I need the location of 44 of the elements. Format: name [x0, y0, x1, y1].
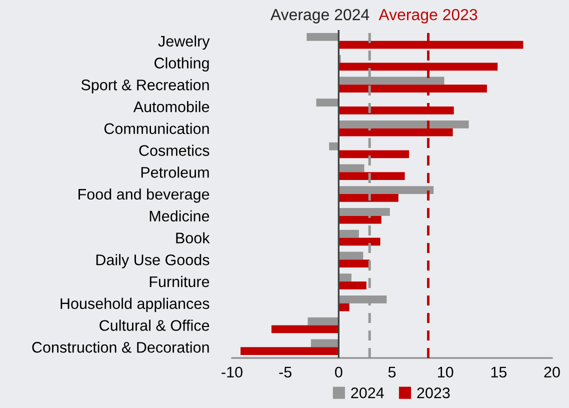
- bar: [338, 252, 364, 260]
- bar: [308, 317, 339, 326]
- bar: [338, 164, 364, 172]
- bar: [316, 98, 339, 107]
- y-tick-label: Petroleum: [141, 166, 209, 178]
- x-tick-label: -5: [279, 366, 292, 378]
- y-tick-label: Sport & Recreation: [81, 79, 209, 94]
- y-tick-label: Household appliances: [60, 298, 210, 312]
- bar: [271, 325, 339, 334]
- ref-line-label: Average 2024: [270, 8, 370, 24]
- bar: [338, 238, 380, 246]
- y-tick-label: Clothing: [154, 57, 209, 72]
- x-tick-label: 10: [438, 366, 454, 378]
- bar: [338, 172, 405, 180]
- y-tick-label: Furniture: [150, 276, 210, 288]
- bar: [306, 33, 339, 41]
- x-tick-label: -10: [222, 366, 242, 378]
- x-tick-label: 0: [335, 366, 342, 378]
- bar: [338, 260, 370, 268]
- x-tick-label: 15: [491, 366, 507, 378]
- y-tick-label: Communication: [104, 122, 209, 134]
- bar: [338, 230, 359, 238]
- y-tick-label: Food and beverage: [78, 188, 210, 203]
- x-tick-label: 20: [544, 366, 560, 378]
- y-tick-label: Daily Use Goods: [96, 254, 210, 268]
- y-tick-label: Cultural & Office: [100, 320, 210, 331]
- bar: [338, 274, 352, 282]
- y-tick-label: Medicine: [150, 210, 210, 222]
- bar: [338, 150, 410, 158]
- bar: [338, 194, 398, 202]
- bar: [329, 142, 339, 150]
- y-tick-label: Automobile: [133, 101, 210, 112]
- y-tick-label: Cosmetics: [139, 144, 210, 156]
- ref-line-label: Average 2023: [378, 8, 478, 24]
- y-tick-label: Jewelry: [158, 35, 210, 50]
- bar: [338, 281, 366, 290]
- bar: [310, 339, 339, 348]
- bar: [338, 216, 382, 224]
- bar: [240, 347, 339, 355]
- legend-label: 2024: [351, 387, 384, 398]
- x-tick-label: 5: [388, 366, 396, 378]
- legend-label: 2023: [417, 387, 450, 398]
- y-tick-label: Book: [176, 232, 210, 244]
- y-tick-label: Construction & Decoration: [32, 342, 209, 353]
